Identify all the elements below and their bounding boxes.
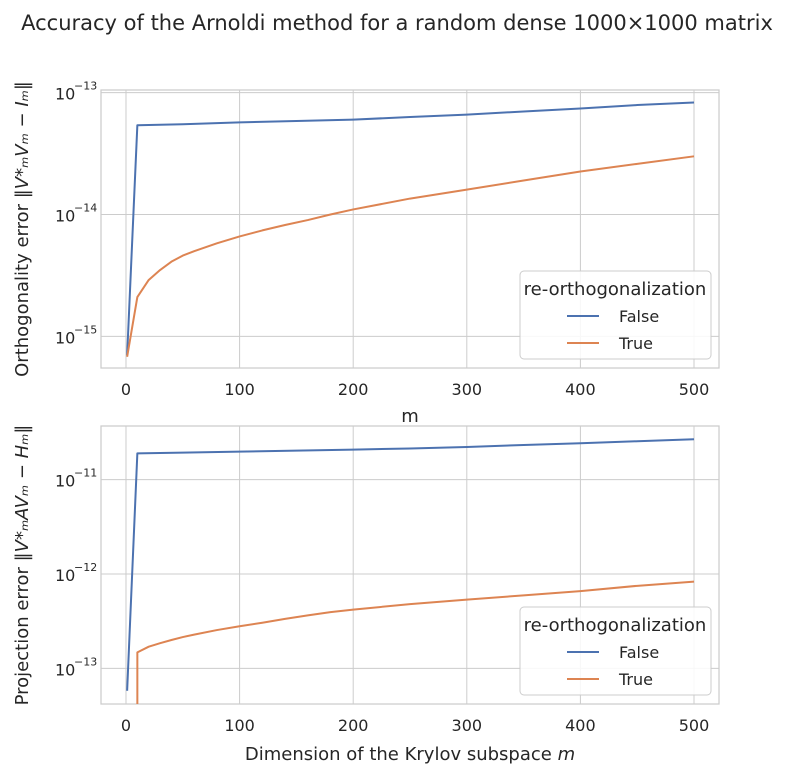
legend-title: re-orthogonalization: [524, 279, 707, 300]
x-tick-label: 0: [121, 716, 131, 735]
x-tick-label: 200: [338, 380, 369, 399]
legend-box: [519, 606, 712, 696]
y-tick-base: 10: [55, 472, 75, 491]
y-axis-label: Projection error ‖V*ₘAVₘ − Hₘ‖: [12, 425, 33, 706]
legend: re-orthogonalization False True: [519, 270, 712, 360]
plot-frame: [100, 89, 720, 369]
legend: re-orthogonalization False True: [519, 606, 712, 696]
legend-entry-false: False: [619, 307, 659, 326]
x-tick-label: 400: [565, 380, 596, 399]
y-tick-label: 10−13: [55, 655, 97, 679]
series-line-true: [126, 155, 695, 357]
y-tick-base: 10: [55, 85, 75, 104]
x-tick-label: 300: [452, 716, 483, 735]
legend-entry-false: False: [619, 643, 659, 662]
y-tick-exponent: −15: [74, 323, 97, 336]
plot-frame: [100, 425, 720, 705]
x-axis-label: Dimension of the Krylov subspace m: [245, 744, 575, 765]
y-axis-label: Orthogonality error ‖V*ₘVₘ − Iₘ‖: [12, 81, 33, 377]
y-tick-exponent: −13: [74, 80, 97, 93]
x-tick-label: 200: [338, 716, 369, 735]
y-tick-exponent: −13: [74, 655, 97, 668]
projection-error-plot: 0 100 200 300 400 50010−1110−1210−13Dimension…: [12, 425, 720, 765]
y-tick-label: 10−15: [55, 323, 97, 347]
x-tick-label: 300: [452, 380, 483, 399]
y-tick-label: 10−11: [55, 467, 97, 491]
y-tick-base: 10: [55, 660, 75, 679]
y-tick-base: 10: [55, 328, 75, 347]
y-tick-label: 10−12: [55, 561, 97, 585]
x-tick-label: 400: [565, 716, 596, 735]
y-tick-base: 10: [55, 206, 75, 225]
y-tick-base: 10: [55, 566, 75, 585]
x-tick-label: 500: [679, 380, 710, 399]
series-line-false: [126, 101, 695, 356]
legend-title: re-orthogonalization: [524, 615, 707, 636]
y-tick-label: 10−14: [55, 201, 97, 225]
x-tick-label: 100: [224, 716, 255, 735]
y-tick-label: 10−13: [55, 80, 97, 104]
figure-title: Accuracy of the Arnoldi method for a ran…: [21, 11, 773, 35]
series-line-false: [126, 438, 695, 691]
orthogonality-error-plot: 0 100 200 300 400 50010−1310−1410−15mOrthogon…: [12, 80, 720, 427]
legend-box: [519, 270, 712, 360]
y-tick-exponent: −12: [74, 561, 97, 574]
x-tick-label: 500: [679, 716, 710, 735]
x-axis-label: m: [401, 406, 419, 427]
legend-entry-true: True: [618, 334, 653, 353]
y-tick-exponent: −14: [74, 201, 97, 214]
x-tick-label: 100: [224, 380, 255, 399]
series-line-true: [136, 580, 695, 704]
legend-entry-true: True: [618, 670, 653, 689]
y-tick-exponent: −11: [74, 467, 97, 480]
x-tick-label: 0: [121, 380, 131, 399]
